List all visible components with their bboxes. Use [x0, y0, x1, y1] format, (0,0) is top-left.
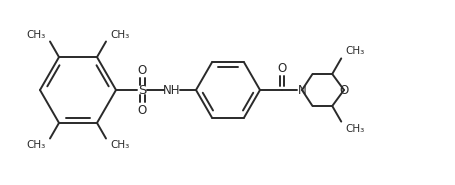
Text: O: O — [137, 63, 147, 77]
Text: CH₃: CH₃ — [346, 124, 365, 134]
Text: CH₃: CH₃ — [110, 30, 129, 40]
Text: CH₃: CH₃ — [110, 140, 129, 150]
Text: NH: NH — [163, 83, 181, 97]
Text: CH₃: CH₃ — [346, 46, 365, 56]
Text: S: S — [138, 83, 146, 97]
Text: O: O — [137, 103, 147, 117]
Text: CH₃: CH₃ — [27, 140, 46, 150]
Text: O: O — [278, 61, 287, 75]
Text: N: N — [298, 83, 306, 97]
Text: CH₃: CH₃ — [27, 30, 46, 40]
Text: O: O — [339, 83, 349, 97]
